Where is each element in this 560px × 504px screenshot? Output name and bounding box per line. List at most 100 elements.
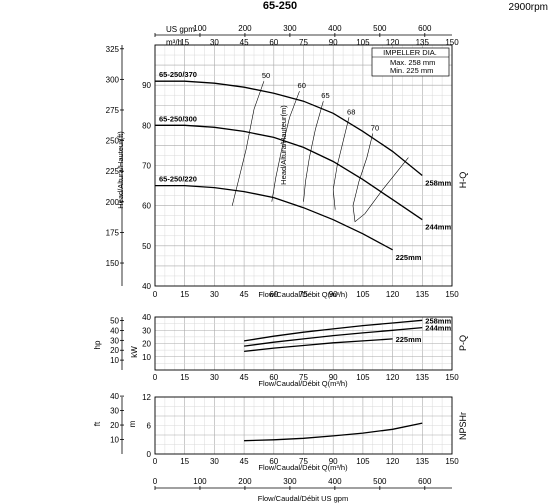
hq-y-tick-label: 90 <box>142 81 151 90</box>
bottom-usgpm-tick-label: 200 <box>238 477 252 486</box>
efficiency-label: 68 <box>347 107 355 116</box>
bottom-usgpm-tick-label: 100 <box>193 477 207 486</box>
impeller-box-title: IMPELLER DIA. <box>383 48 437 57</box>
pq-y-tick-label: 40 <box>142 313 151 322</box>
power-curve <box>244 338 393 353</box>
top-usgpm-tick-label: 400 <box>328 24 342 33</box>
head-curve <box>155 184 393 251</box>
chart-title: 65-250 <box>263 0 297 12</box>
pq-x-tick-label: 30 <box>210 373 219 382</box>
bottom-usgpm-tick-label: 600 <box>418 477 432 486</box>
bottom-usgpm-tick-label: 300 <box>283 477 297 486</box>
hq-x-tick-label: 45 <box>240 290 249 299</box>
npsh-curve <box>244 422 423 442</box>
hq-x-tick-label: 105 <box>356 290 370 299</box>
efficiency-label: 65 <box>321 91 329 100</box>
pq-grid <box>154 316 453 371</box>
npsh-x-tick-label: 120 <box>386 457 400 466</box>
top-m3h-tick-label: 30 <box>210 38 219 47</box>
head-curve <box>155 80 423 177</box>
npsh-x-tick-label: 135 <box>416 457 430 466</box>
npsh-y-tick-label: 12 <box>142 393 151 402</box>
top-usgpm-tick-label: 600 <box>418 24 432 33</box>
power-curve-label: 258mm <box>425 316 451 325</box>
power-curve <box>243 319 423 342</box>
npsh-y-ticks: 0 6 12 <box>142 393 151 459</box>
pq-y-tick-label: 30 <box>142 326 151 335</box>
top-m3h-label: m³/h <box>166 38 182 47</box>
top-m3h-tick-label: 120 <box>386 38 400 47</box>
pq-x-tick-label: 45 <box>240 373 249 382</box>
npsh-x-tick-label: 90 <box>329 457 338 466</box>
pq-x-tick-label: 150 <box>445 373 459 382</box>
hq-x-tick-label: 135 <box>416 290 430 299</box>
hq-x-tick-label: 30 <box>210 290 219 299</box>
top-m3h-tick-label: 45 <box>240 38 249 47</box>
hq-x-tick-label: 120 <box>386 290 400 299</box>
impeller-box-frame <box>371 47 450 77</box>
npsh-side-label: NPSHr <box>458 412 468 440</box>
hq-ft-tick-label: 275 <box>106 106 120 115</box>
impeller-legend-box: IMPELLER DIA. Max. 258 mm Min. 225 mm <box>371 47 450 77</box>
hq-x-tick-label: 0 <box>153 290 158 299</box>
pq-ylabel-hp: hp <box>93 340 102 349</box>
npsh-x-tick-label: 60 <box>269 457 278 466</box>
power-curve-label: 244mm <box>425 324 451 333</box>
head-curve-diameter-label: 225mm <box>396 253 422 262</box>
npsh-ft-tick-label: 20 <box>110 421 119 430</box>
pq-hp-tick-label: 40 <box>110 326 119 335</box>
npsh-ft-tick-label: 10 <box>110 436 119 445</box>
pq-side-label: P-Q <box>458 335 468 351</box>
npsh-x-tick-label: 45 <box>240 457 249 466</box>
top-m3h-tick-label: 15 <box>180 38 189 47</box>
hq-ft-tick-label: 175 <box>106 228 120 237</box>
pq-x-ticks: 0 15 30 45 60 75 90 105 120 135 150 <box>153 373 459 382</box>
pq-hp-tick-label: 20 <box>110 346 119 355</box>
top-usgpm-label: US gpm <box>166 25 195 34</box>
top-m3h-tick-label: 105 <box>356 38 370 47</box>
pq-x-tick-label: 15 <box>180 373 189 382</box>
top-usgpm-tick-label: 100 <box>193 24 207 33</box>
pq-x-tick-label: 105 <box>356 373 370 382</box>
pq-xlabel: Flow/Caudal/Débit Q(m³/h) <box>258 379 348 388</box>
efficiency-curve <box>352 133 409 223</box>
power-curves <box>243 319 423 353</box>
hq-x-tick-label: 60 <box>269 290 278 299</box>
head-curve-model-label: 65-250/300 <box>159 114 197 123</box>
hq-x-ticks: 0 15 30 45 60 75 90 105 120 135 150 <box>153 290 459 299</box>
hq-y-ticks: 40 50 60 70 80 90 <box>142 81 151 291</box>
top-m3h-tick-label: 75 <box>299 38 308 47</box>
speed-label: 2900rpm <box>509 2 548 13</box>
hq-ft-tick-label: 300 <box>106 75 120 84</box>
head-curves <box>155 80 423 251</box>
pq-ylabel-kw: kW <box>130 346 139 358</box>
hq-y-tick-label: 50 <box>142 242 151 251</box>
head-curve-model-label: 65-250/220 <box>159 175 197 184</box>
npsh-x-tick-label: 150 <box>445 457 459 466</box>
pq-plot-frame <box>154 316 453 371</box>
bottom-usgpm-tick-label: 0 <box>153 477 158 486</box>
efficiency-curve <box>271 91 300 202</box>
pq-x-tick-label: 0 <box>153 373 158 382</box>
npsh-y-tick-label: 6 <box>147 422 152 431</box>
hq-y-tick-label: 60 <box>142 202 151 211</box>
impeller-min: Min. 225 mm <box>390 66 433 75</box>
npsh-x-tick-label: 30 <box>210 457 219 466</box>
npsh-ft-tick-label: 30 <box>110 407 119 416</box>
pq-x-tick-label: 90 <box>329 373 338 382</box>
pq-y-ticks: 10 20 30 40 <box>142 313 151 362</box>
hq-ft-tick-label: 225 <box>106 167 120 176</box>
pq-hp-tick-label: 30 <box>110 336 119 345</box>
pq-x-tick-label: 120 <box>386 373 400 382</box>
efficiency-label: 50 <box>262 71 270 80</box>
efficiency-label: 70 <box>371 123 379 132</box>
hq-x-tick-label: 150 <box>445 290 459 299</box>
bottom-usgpm-tick-label: 400 <box>328 477 342 486</box>
npsh-plot-frame <box>154 396 453 455</box>
hq-side-label: H-Q <box>458 172 468 189</box>
hq-ft-tick-label: 200 <box>106 198 120 207</box>
efficiency-curve <box>332 117 350 210</box>
hq-x-tick-label: 90 <box>329 290 338 299</box>
